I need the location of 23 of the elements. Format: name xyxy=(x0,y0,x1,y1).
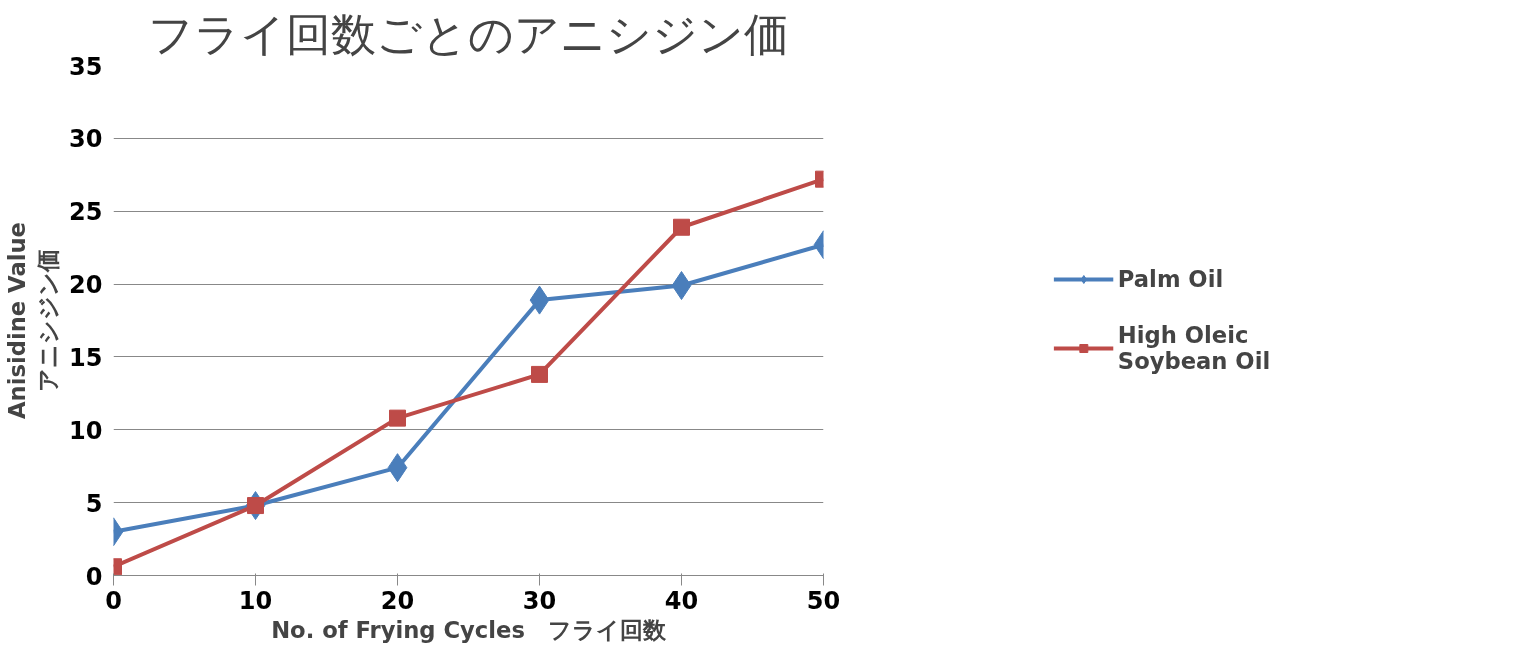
x-tick-label: 30 xyxy=(522,586,557,615)
y-axis-title: Anisidine Value アニシジン価 xyxy=(3,222,62,419)
x-tick-label: 0 xyxy=(105,586,122,615)
y-tick-label: 5 xyxy=(85,489,103,518)
y-tick-label: 0 xyxy=(85,562,103,591)
y-tick-label: 25 xyxy=(69,198,103,227)
x-tick-label: 10 xyxy=(238,586,273,615)
y-tick-label: 15 xyxy=(69,343,103,372)
x-tick-label: 20 xyxy=(380,586,415,615)
x-axis-title: No. of Frying Cycles フライ回数 xyxy=(271,616,667,643)
x-tick-label: 40 xyxy=(664,586,699,615)
y-tick-label: 20 xyxy=(69,271,103,300)
y-tick-label: 30 xyxy=(69,125,103,154)
point xyxy=(389,409,406,427)
point xyxy=(531,365,548,383)
point xyxy=(529,285,550,315)
y-tick-label: 10 xyxy=(69,416,103,445)
chart-title: フライ回数ごとのアニシジン価 xyxy=(148,7,789,61)
x-tick-label: 50 xyxy=(806,586,841,615)
y-tick-label: 35 xyxy=(69,52,103,81)
legend-label: Palm Oil xyxy=(1117,266,1224,292)
legend-label: High Oleic Soybean Oil xyxy=(1117,322,1271,374)
point xyxy=(387,453,408,483)
